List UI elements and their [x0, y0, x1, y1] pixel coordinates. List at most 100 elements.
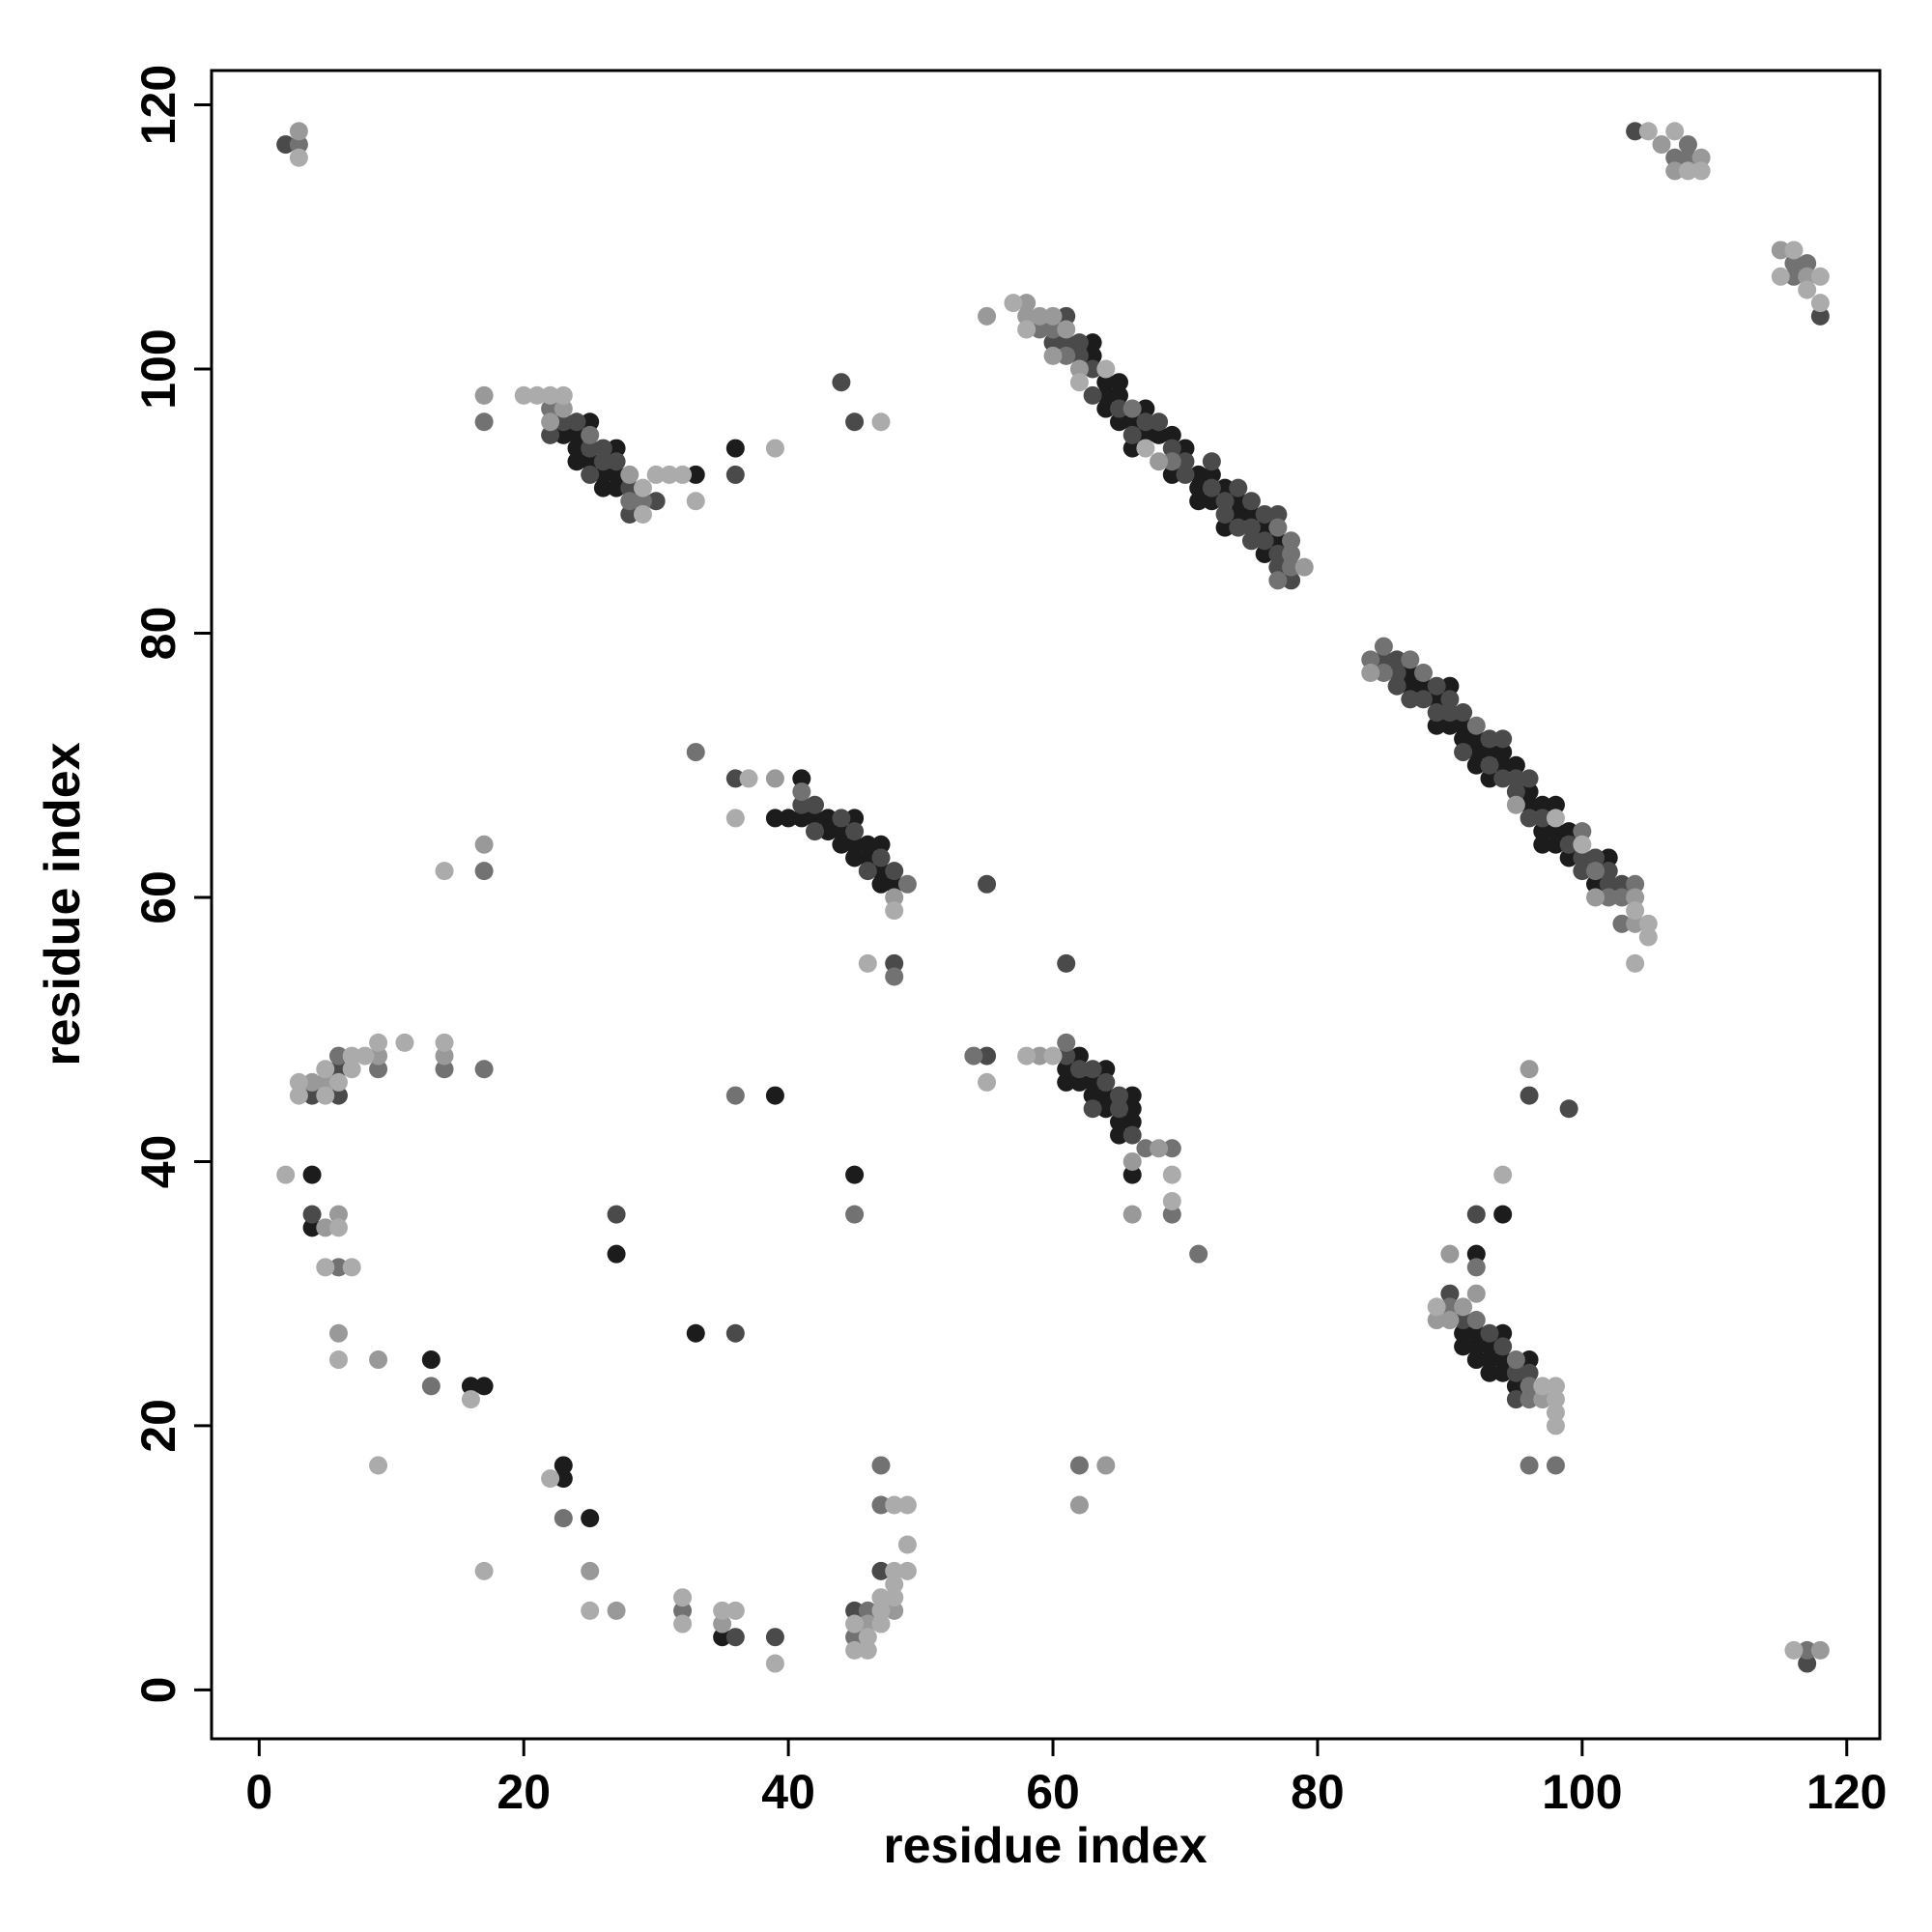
point — [1069, 1060, 1089, 1079]
point — [1599, 848, 1618, 867]
point — [1454, 1323, 1473, 1343]
point — [1626, 901, 1645, 921]
point — [1162, 425, 1181, 444]
point — [1665, 122, 1685, 141]
point — [1427, 690, 1446, 709]
point — [1466, 1205, 1486, 1224]
point — [673, 1588, 693, 1607]
point — [1069, 346, 1089, 365]
point — [1466, 743, 1486, 762]
point — [845, 1628, 865, 1647]
point — [435, 862, 454, 881]
y-axis-title: residue index — [35, 742, 91, 1065]
point — [1150, 425, 1169, 444]
point — [871, 1456, 891, 1475]
point — [1122, 1086, 1142, 1105]
point — [858, 862, 877, 881]
point — [1652, 135, 1671, 155]
point — [1573, 862, 1592, 881]
point — [1440, 1297, 1460, 1317]
point — [1268, 504, 1288, 524]
point — [342, 1046, 361, 1065]
point — [1586, 862, 1605, 881]
point — [342, 1060, 361, 1079]
point — [1069, 359, 1089, 379]
point — [1599, 888, 1618, 907]
point — [1533, 1377, 1552, 1396]
point — [858, 1601, 877, 1620]
point — [1506, 1390, 1525, 1409]
point — [1678, 161, 1697, 181]
point — [1122, 1125, 1142, 1145]
point — [1110, 1125, 1129, 1145]
point — [1136, 439, 1155, 458]
point — [1110, 1086, 1129, 1105]
point — [1241, 531, 1261, 551]
point — [1294, 557, 1314, 577]
point — [885, 888, 904, 907]
point — [845, 1614, 865, 1634]
point — [1361, 650, 1380, 669]
point — [302, 1218, 322, 1237]
point — [1520, 769, 1539, 788]
point — [1506, 769, 1525, 788]
point — [1268, 571, 1288, 590]
point — [897, 874, 917, 894]
x-tick-label: 60 — [1026, 1765, 1080, 1819]
point — [1030, 1046, 1049, 1065]
point — [858, 1628, 877, 1647]
point — [474, 412, 494, 432]
point — [1493, 1363, 1513, 1382]
point — [792, 769, 811, 788]
point — [1096, 1099, 1116, 1119]
point — [474, 1561, 494, 1580]
point — [1678, 135, 1697, 155]
point — [1480, 1323, 1499, 1343]
point — [964, 1046, 983, 1065]
point — [1110, 1099, 1129, 1119]
point — [1493, 729, 1513, 749]
point — [1440, 690, 1460, 709]
point — [1466, 1337, 1486, 1356]
point — [1122, 1151, 1142, 1171]
point — [1520, 1456, 1539, 1475]
point — [1282, 544, 1301, 563]
point — [1069, 373, 1089, 392]
point — [1268, 557, 1288, 577]
point — [806, 795, 825, 814]
point — [1546, 1416, 1565, 1435]
point — [1480, 729, 1499, 749]
point — [1612, 888, 1632, 907]
point — [289, 122, 308, 141]
point — [554, 399, 573, 418]
point — [1083, 333, 1102, 353]
point — [1057, 1046, 1076, 1065]
point — [1057, 306, 1076, 326]
point — [435, 1033, 454, 1052]
point — [832, 809, 851, 828]
point — [832, 835, 851, 854]
point — [1466, 1323, 1486, 1343]
point — [1440, 1311, 1460, 1330]
point — [1268, 531, 1288, 551]
point — [607, 1244, 626, 1264]
point — [1506, 1377, 1525, 1396]
point — [1626, 953, 1645, 973]
point — [725, 769, 745, 788]
point — [806, 809, 825, 828]
point — [527, 385, 547, 405]
point — [1374, 650, 1393, 669]
point — [1162, 1165, 1181, 1184]
point — [1043, 1046, 1063, 1065]
point — [686, 465, 705, 484]
point — [806, 822, 825, 841]
point — [581, 1561, 600, 1580]
point — [1162, 439, 1181, 458]
point — [1110, 399, 1129, 418]
point — [302, 1086, 322, 1105]
point — [1546, 809, 1565, 828]
point — [567, 425, 586, 444]
point — [1136, 425, 1155, 444]
